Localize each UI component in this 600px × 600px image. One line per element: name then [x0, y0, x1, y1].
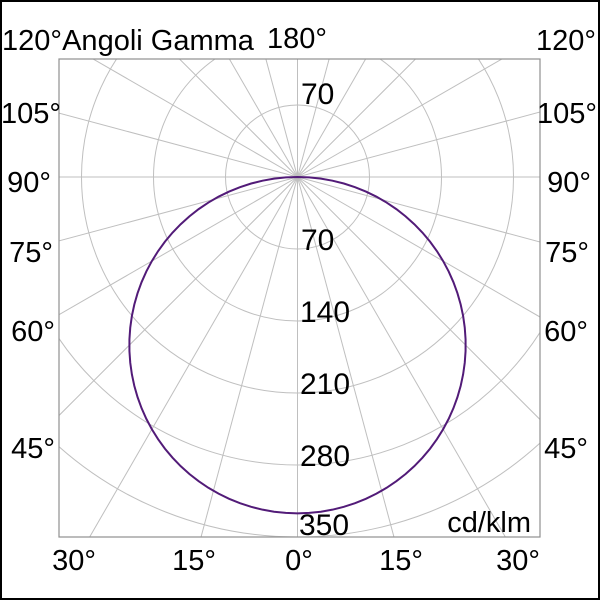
angle-label-right-90: 90° [547, 167, 591, 199]
ring-label-140: 140 [300, 296, 350, 329]
angle-label-left-45: 45° [11, 433, 55, 465]
angle-label-right-45: 45° [544, 433, 588, 465]
angle-label-180: 180° [267, 23, 327, 55]
grid-ray-300 [59, 176, 298, 316]
grid-ray-45 [297, 176, 540, 421]
grid-ray-345 [200, 176, 298, 537]
angle-label-bottom-30L: 30° [52, 545, 96, 577]
grid-ray-60 [297, 176, 540, 318]
grid-ray-135 [297, 59, 417, 178]
grid-ray-75 [297, 176, 540, 243]
ring-label-70: 70 [301, 224, 334, 257]
ring-label-70-top: 70 [301, 78, 334, 111]
angle-label-left-60: 60° [11, 316, 55, 348]
grid-ray-240 [92, 59, 298, 178]
angle-label-left-90: 90° [7, 167, 51, 199]
angle-label-left-75: 75° [9, 237, 53, 269]
grid-ray-30 [297, 176, 506, 537]
intensity-curve [128, 175, 467, 515]
grid-ray-315 [59, 176, 298, 417]
angle-label-bottom-15L: 15° [172, 545, 216, 577]
grid-ray-225 [178, 59, 298, 178]
grid-ray-105 [297, 111, 540, 178]
angle-label-bottom-15R: 15° [379, 545, 423, 577]
ring-label-350: 350 [299, 509, 349, 542]
ring-label-210: 210 [300, 368, 350, 401]
grid-ray-165 [297, 59, 330, 178]
angle-label-left-105: 105° [1, 98, 61, 130]
chart-title: Angoli Gamma [62, 25, 255, 57]
grid-ray-285 [59, 176, 298, 242]
grid-ray-330 [89, 176, 298, 537]
angle-label-right-105: 105° [537, 98, 597, 130]
plot-box-border [58, 58, 541, 538]
angle-label-left-120: 120° [2, 25, 62, 57]
grid-ray-195 [265, 59, 298, 178]
grid-ray-255 [59, 112, 298, 178]
grid-ray-210 [228, 59, 298, 178]
ring-label-280: 280 [300, 440, 350, 473]
angle-label-right-120: 120° [536, 25, 596, 57]
angle-label-right-60: 60° [544, 316, 588, 348]
angle-label-right-75: 75° [545, 237, 589, 269]
grid-ray-15 [297, 176, 395, 537]
grid-ray-120 [297, 59, 503, 178]
angle-label-bottom-0: 0° [285, 545, 313, 577]
angle-label-bottom-30R: 30° [496, 545, 540, 577]
grid-ray-150 [297, 59, 367, 178]
units-label: cd/klm [447, 507, 531, 539]
